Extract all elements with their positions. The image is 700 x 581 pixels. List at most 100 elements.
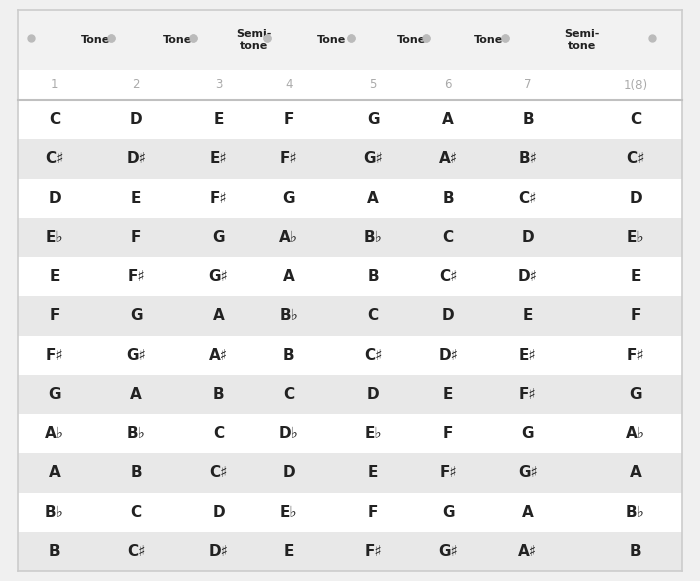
- Text: F: F: [284, 112, 294, 127]
- Text: G: G: [48, 387, 61, 402]
- Text: 2: 2: [132, 78, 140, 91]
- Text: E♭: E♭: [280, 505, 298, 519]
- Text: D♯: D♯: [518, 269, 538, 284]
- Text: 5: 5: [370, 78, 377, 91]
- Text: E: E: [131, 191, 141, 206]
- Text: 1: 1: [51, 78, 58, 91]
- Text: F: F: [368, 505, 379, 519]
- Text: G: G: [442, 505, 454, 519]
- Text: C: C: [49, 112, 60, 127]
- Text: B♯: B♯: [519, 152, 538, 166]
- Text: D♯: D♯: [209, 544, 228, 559]
- Text: Tone: Tone: [396, 35, 426, 45]
- Text: 3: 3: [215, 78, 222, 91]
- Text: G: G: [522, 426, 534, 441]
- Text: A♭: A♭: [279, 230, 298, 245]
- Text: B: B: [630, 544, 641, 559]
- Bar: [18, 335, 682, 375]
- Text: D: D: [212, 505, 225, 519]
- Text: C♯: C♯: [519, 191, 537, 206]
- Text: A: A: [48, 465, 60, 480]
- Text: Tone: Tone: [81, 35, 111, 45]
- Text: B♭: B♭: [279, 309, 298, 324]
- Bar: [18, 493, 682, 532]
- Text: E♯: E♯: [519, 347, 537, 363]
- Text: F: F: [131, 230, 141, 245]
- Text: B: B: [130, 465, 142, 480]
- Text: D♯: D♯: [438, 347, 458, 363]
- Text: B♭: B♭: [626, 505, 645, 519]
- Text: A♭: A♭: [45, 426, 64, 441]
- Text: D: D: [442, 309, 454, 324]
- Text: C♯: C♯: [626, 152, 645, 166]
- Text: B: B: [522, 112, 534, 127]
- Text: B: B: [368, 269, 379, 284]
- Text: G♯: G♯: [209, 269, 228, 284]
- Text: E: E: [630, 269, 640, 284]
- Text: D: D: [629, 191, 642, 206]
- Text: A♯: A♯: [439, 152, 458, 166]
- Bar: [18, 139, 682, 178]
- Text: F♯: F♯: [365, 544, 382, 559]
- Text: Tone: Tone: [473, 35, 503, 45]
- Text: B: B: [283, 347, 295, 363]
- Text: C♯: C♯: [209, 465, 228, 480]
- Text: G: G: [212, 230, 225, 245]
- Text: E: E: [523, 309, 533, 324]
- Text: F♯: F♯: [210, 191, 228, 206]
- Text: F♯: F♯: [519, 387, 537, 402]
- Text: B♭: B♭: [364, 230, 383, 245]
- Text: C: C: [442, 230, 454, 245]
- Text: D: D: [130, 112, 143, 127]
- Text: D: D: [522, 230, 534, 245]
- Text: B: B: [49, 544, 60, 559]
- Text: Tone: Tone: [317, 35, 346, 45]
- Text: D♯: D♯: [126, 152, 146, 166]
- Bar: [18, 178, 682, 218]
- Text: G: G: [367, 112, 379, 127]
- Text: E: E: [284, 544, 294, 559]
- Bar: [18, 218, 682, 257]
- Text: C♯: C♯: [46, 152, 64, 166]
- Text: E♭: E♭: [46, 230, 63, 245]
- Text: F♯: F♯: [626, 347, 645, 363]
- Text: Semi-
tone: Semi- tone: [236, 29, 272, 51]
- Text: A♭: A♭: [626, 426, 645, 441]
- Text: C: C: [368, 309, 379, 324]
- Text: E: E: [214, 112, 224, 127]
- Text: Tone: Tone: [162, 35, 192, 45]
- Bar: [18, 296, 682, 335]
- Text: D: D: [48, 191, 61, 206]
- Text: 1(8): 1(8): [624, 78, 648, 91]
- Text: B: B: [213, 387, 224, 402]
- Text: Semi-
tone: Semi- tone: [564, 29, 599, 51]
- Text: A♯: A♯: [209, 347, 228, 363]
- Text: G♯: G♯: [518, 465, 538, 480]
- Text: G♯: G♯: [363, 152, 383, 166]
- Text: A: A: [130, 387, 142, 402]
- Text: G: G: [283, 191, 295, 206]
- Text: C♯: C♯: [127, 544, 146, 559]
- Bar: [18, 375, 682, 414]
- Text: E♭: E♭: [365, 426, 382, 441]
- Text: E: E: [49, 269, 60, 284]
- Text: B♭: B♭: [45, 505, 64, 519]
- Text: D: D: [367, 387, 379, 402]
- Text: F: F: [630, 309, 640, 324]
- Text: F: F: [443, 426, 454, 441]
- Text: A: A: [442, 112, 454, 127]
- Text: D♭: D♭: [279, 426, 299, 441]
- Text: A: A: [213, 309, 225, 324]
- Text: F♯: F♯: [280, 152, 298, 166]
- Bar: [18, 70, 682, 100]
- Text: C: C: [630, 112, 641, 127]
- Text: A: A: [629, 465, 641, 480]
- Text: A: A: [522, 505, 534, 519]
- Text: E♭: E♭: [626, 230, 644, 245]
- Text: F♯: F♯: [46, 347, 64, 363]
- Text: C: C: [131, 505, 142, 519]
- Text: B♭: B♭: [127, 426, 146, 441]
- Bar: [18, 10, 682, 70]
- Text: G♯: G♯: [126, 347, 146, 363]
- Text: C♯: C♯: [364, 347, 382, 363]
